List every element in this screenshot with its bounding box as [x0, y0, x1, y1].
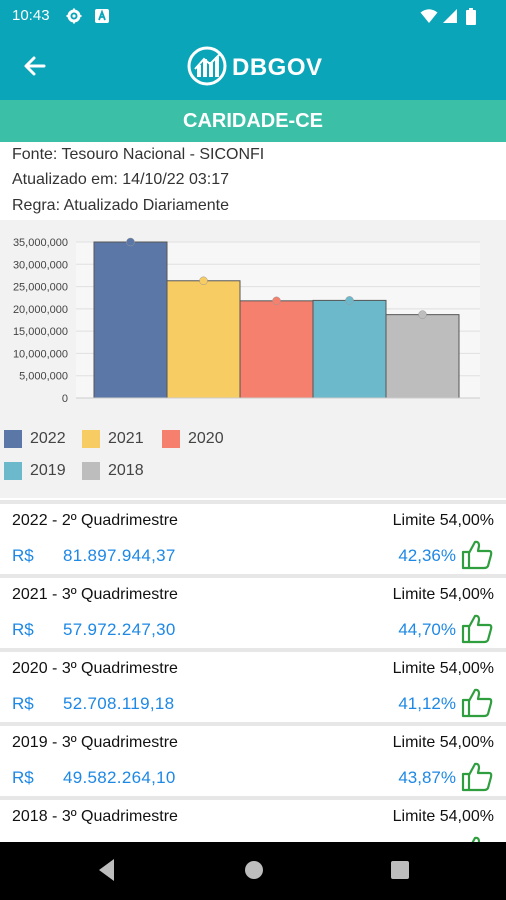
row-period: 2022 - 2º Quadrimestre — [12, 512, 178, 529]
bar-chart: 35,000,000 30,000,000 25,000,000 20,000,000… — [13, 237, 480, 405]
row-limit: Limite 54,00% — [392, 512, 494, 529]
settings-icon — [66, 8, 82, 24]
app-bar: DBGOV — [0, 32, 506, 100]
bar-2021 — [166, 280, 241, 399]
update-rule-text: Regra: Atualizado Diariamente — [12, 197, 230, 214]
row-percent: 43,87% — [398, 768, 456, 787]
back-arrow-icon[interactable] — [18, 50, 52, 82]
legend-item-2021: 2021 — [82, 428, 144, 450]
legend-swatch — [82, 430, 100, 448]
row-currency: R$ — [12, 620, 34, 639]
y-tick-label: 25,000,000 — [13, 282, 68, 294]
legend-item-2019: 2019 — [4, 460, 66, 482]
legend-label: 2018 — [108, 462, 144, 479]
row-amount: 52.708.119,18 — [63, 694, 175, 713]
nav-home-icon[interactable] — [242, 857, 266, 883]
legend-label: 2021 — [108, 430, 144, 447]
row-period: 2018 - 3º Quadrimestre — [12, 808, 178, 825]
thumbs-up-icon — [460, 834, 494, 842]
wifi-icon — [420, 9, 438, 23]
row-currency: R$ — [12, 768, 34, 787]
bar-marker-2020 — [272, 296, 281, 306]
thumbs-up-icon — [460, 538, 494, 570]
y-tick-label: 15,000,000 — [13, 326, 68, 338]
status-bar: 10:43 — [0, 0, 506, 32]
thumbs-up-icon — [460, 612, 494, 644]
battery-icon — [466, 8, 476, 25]
last-updated-text: Atualizado em: 14/10/22 03:17 — [12, 171, 230, 188]
data-source-text: Fonte: Tesouro Nacional - SICONFI — [12, 146, 265, 163]
nav-back-icon[interactable] — [96, 857, 118, 883]
y-tick-label: 20,000,000 — [13, 304, 68, 316]
legend-label: 2022 — [30, 430, 66, 447]
row-percent: 41,12% — [398, 694, 456, 713]
result-row[interactable]: 2020 - 3º Quadrimestre Limite 54,00% R$ 52.… — [0, 652, 506, 722]
legend-swatch — [82, 462, 100, 480]
row-limit: Limite 54,00% — [392, 808, 494, 825]
y-tick-label: 10,000,000 — [13, 348, 68, 360]
thumbs-up-icon — [460, 760, 494, 792]
bar-marker-2022 — [126, 237, 135, 247]
app-brand-title: DBGOV — [232, 54, 323, 81]
legend-item-2020: 2020 — [162, 428, 224, 450]
status-time: 10:43 — [12, 7, 50, 24]
y-tick-label: 35,000,000 — [13, 237, 68, 249]
city-title: CARIDADE-CE — [0, 100, 506, 142]
result-row[interactable]: 2019 - 3º Quadrimestre Limite 54,00% R$ 49.… — [0, 726, 506, 796]
result-row[interactable]: 2022 - 2º Quadrimestre Limite 54,00% R$ 81.… — [0, 504, 506, 574]
legend-swatch — [4, 430, 22, 448]
row-period: 2019 - 3º Quadrimestre — [12, 734, 178, 751]
thumbs-up-icon — [460, 686, 494, 718]
legend-swatch — [4, 462, 22, 480]
row-amount: 49.582.264,10 — [63, 768, 176, 787]
logo-chart-icon — [187, 46, 227, 86]
bar-2020 — [239, 300, 314, 399]
legend-label: 2019 — [30, 462, 66, 479]
row-limit: Limite 54,00% — [392, 586, 494, 603]
row-period: 2021 - 3º Quadrimestre — [12, 586, 178, 603]
row-period: 2020 - 3º Quadrimestre — [12, 660, 178, 677]
row-currency: R$ — [12, 694, 34, 713]
legend-swatch — [162, 430, 180, 448]
dbgov-logo: DBGOV — [186, 45, 326, 87]
results-list[interactable]: 2022 - 2º Quadrimestre Limite 54,00% R$ 81.… — [0, 500, 506, 842]
chart-area: 35,000,000 30,000,000 25,000,000 20,000,000… — [0, 220, 506, 498]
legend-item-2022: 2022 — [4, 428, 66, 450]
row-currency: R$ — [12, 546, 34, 565]
bar-marker-2019 — [345, 296, 354, 305]
y-tick-label: 30,000,000 — [13, 259, 68, 271]
app-notification-icon — [95, 9, 109, 23]
nav-recents-icon[interactable] — [389, 857, 411, 883]
bar-marker-2021 — [199, 276, 208, 286]
row-percent: 42,36% — [398, 546, 456, 565]
bar-2019 — [312, 299, 387, 399]
row-limit: Limite 54,00% — [392, 734, 494, 751]
row-amount: 81.897.944,37 — [63, 546, 176, 565]
signal-icon — [443, 9, 457, 23]
row-amount: 57.972.247,30 — [63, 620, 176, 639]
y-tick-label: 0 — [62, 393, 68, 405]
legend-item-2018: 2018 — [82, 460, 144, 482]
bar-marker-2018 — [418, 310, 427, 319]
legend-label: 2020 — [188, 430, 224, 447]
bar-2018 — [385, 314, 460, 399]
row-limit: Limite 54,00% — [392, 660, 494, 677]
system-nav-bar — [0, 842, 506, 900]
result-row[interactable]: 2021 - 3º Quadrimestre Limite 54,00% R$ 57.… — [0, 578, 506, 648]
bar-2022 — [93, 241, 168, 399]
row-percent: 44,70% — [398, 620, 456, 639]
y-tick-label: 5,000,000 — [19, 371, 68, 383]
